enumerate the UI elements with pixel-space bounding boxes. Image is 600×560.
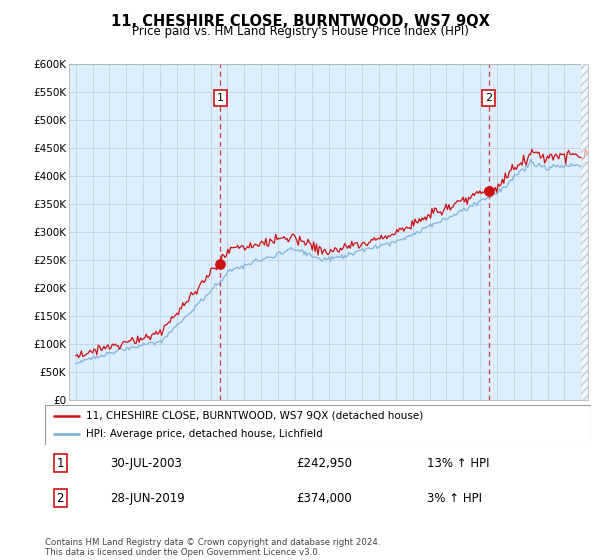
FancyBboxPatch shape	[45, 405, 591, 445]
Text: HPI: Average price, detached house, Lichfield: HPI: Average price, detached house, Lich…	[86, 430, 323, 439]
Point	[215, 260, 225, 269]
Text: 1: 1	[217, 93, 224, 103]
Text: Contains HM Land Registry data © Crown copyright and database right 2024.
This d: Contains HM Land Registry data © Crown c…	[45, 538, 380, 557]
Text: £242,950: £242,950	[296, 457, 352, 470]
Text: 30-JUL-2003: 30-JUL-2003	[110, 457, 182, 470]
Text: 11, CHESHIRE CLOSE, BURNTWOOD, WS7 9QX: 11, CHESHIRE CLOSE, BURNTWOOD, WS7 9QX	[110, 14, 490, 29]
Bar	[581, 64, 588, 400]
Text: 28-JUN-2019: 28-JUN-2019	[110, 492, 185, 505]
Text: 11, CHESHIRE CLOSE, BURNTWOOD, WS7 9QX (detached house): 11, CHESHIRE CLOSE, BURNTWOOD, WS7 9QX (…	[86, 411, 423, 421]
Text: 13% ↑ HPI: 13% ↑ HPI	[427, 457, 490, 470]
Text: Price paid vs. HM Land Registry's House Price Index (HPI): Price paid vs. HM Land Registry's House …	[131, 25, 469, 38]
Text: £374,000: £374,000	[296, 492, 352, 505]
Text: 2: 2	[56, 492, 64, 505]
Text: 3% ↑ HPI: 3% ↑ HPI	[427, 492, 482, 505]
Point	[484, 186, 493, 195]
Text: 1: 1	[56, 457, 64, 470]
Text: 2: 2	[485, 93, 492, 103]
